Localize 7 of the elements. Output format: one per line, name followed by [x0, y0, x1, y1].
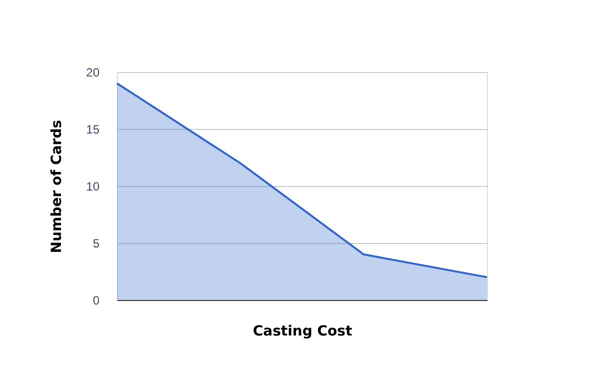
y-tick-label: 5 [92, 236, 100, 250]
y-tick-label: 15 [86, 122, 100, 136]
y-tick-label: 10 [86, 180, 100, 194]
y-axis-title: Number of Cards [49, 120, 66, 254]
y-tick-label: 0 [92, 294, 100, 308]
y-tick-label: 20 [86, 66, 100, 80]
x-axis-title: Casting Cost [252, 324, 352, 340]
